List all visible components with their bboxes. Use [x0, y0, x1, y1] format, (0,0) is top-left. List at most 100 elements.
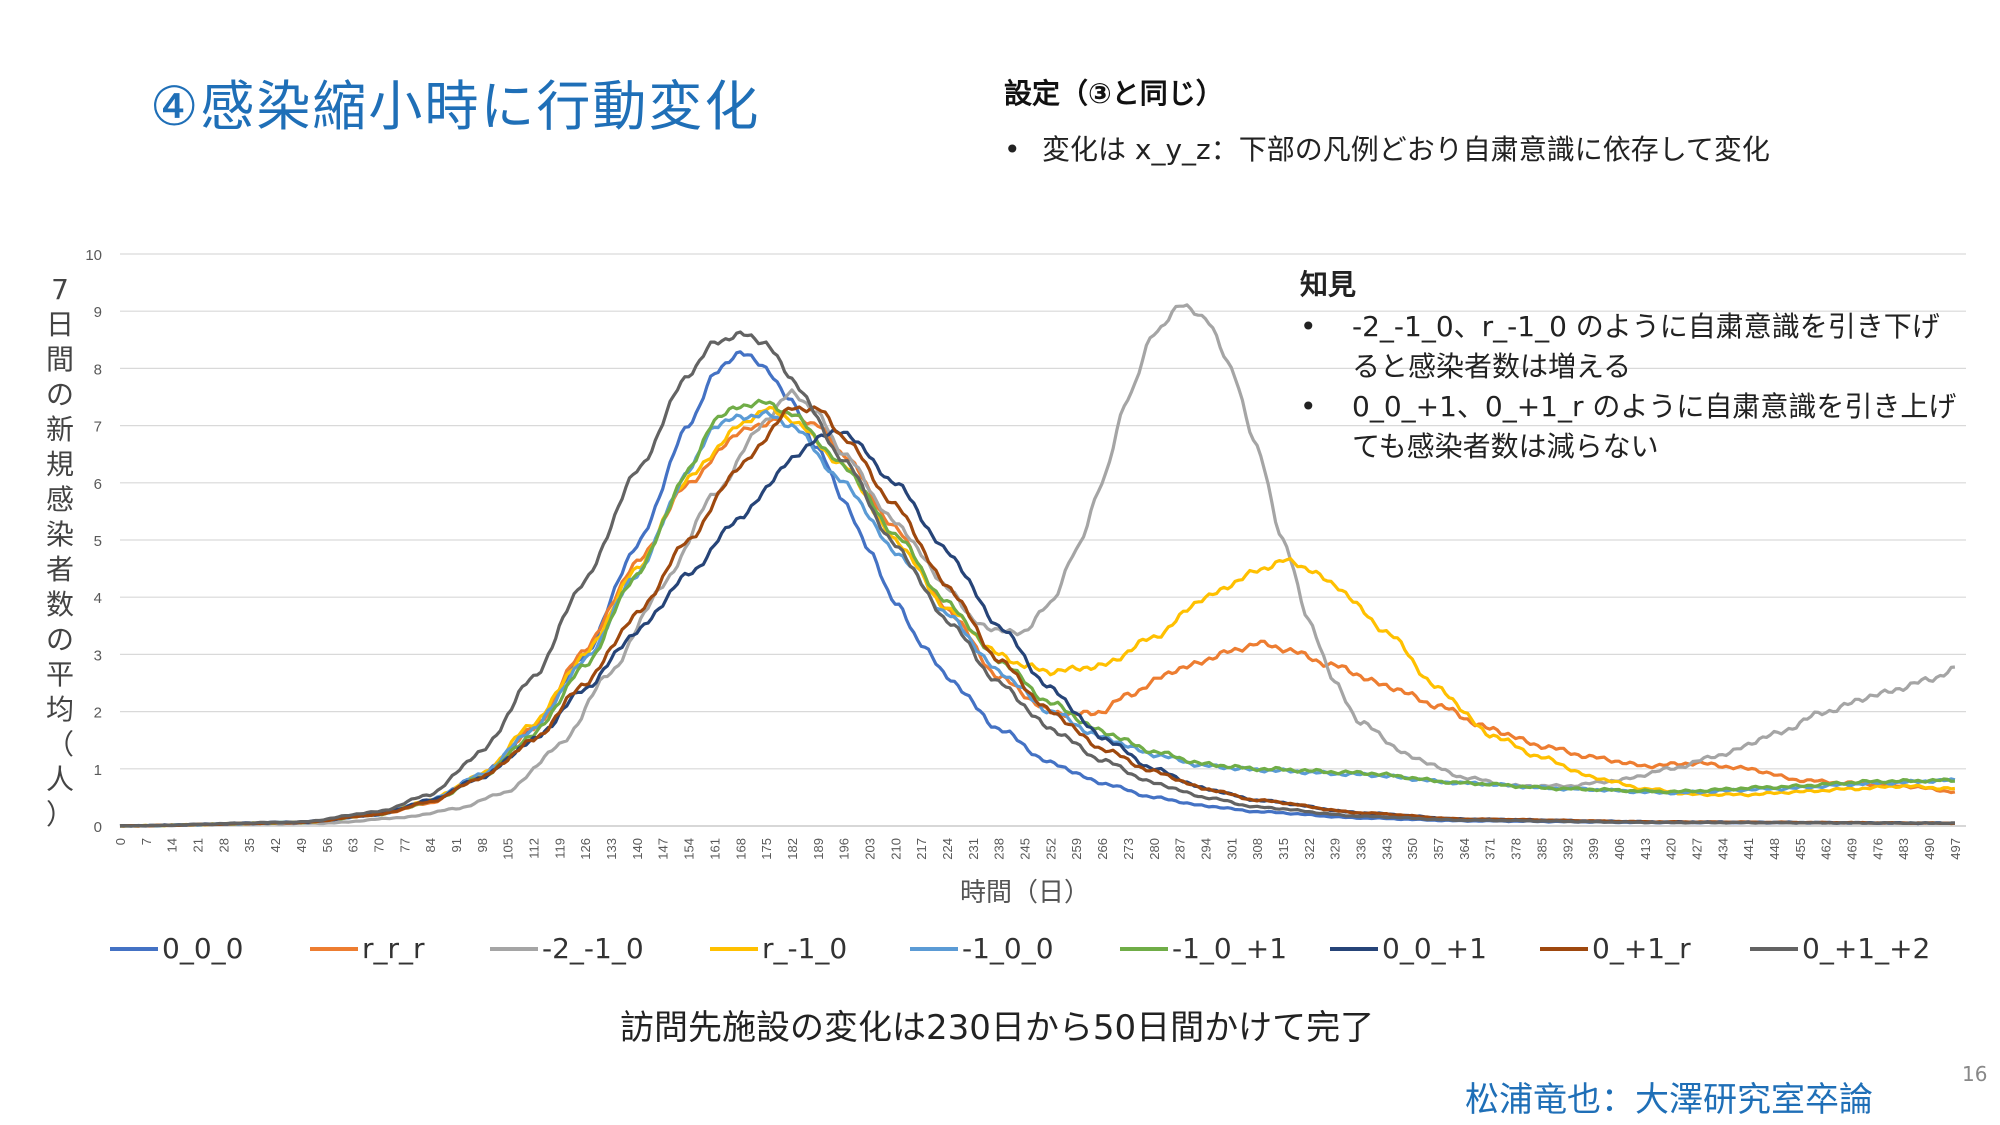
x-tick-label: 252 — [1043, 838, 1058, 860]
x-tick-label: 182 — [785, 838, 800, 860]
y-axis-label-char: の — [45, 378, 74, 411]
legend-swatch — [1540, 946, 1588, 951]
x-tick-label: 91 — [449, 838, 464, 852]
y-tick-label: 9 — [94, 304, 102, 321]
y-axis-label-char: ） — [45, 798, 74, 831]
y-axis-label-char: 均 — [45, 693, 74, 726]
legend-item: 0_0_0 — [110, 932, 310, 965]
x-tick-label: 448 — [1767, 838, 1782, 860]
x-tick-label: 364 — [1457, 838, 1472, 860]
legend-label: r_-1_0 — [762, 932, 848, 965]
finding-item: • 0_0_+1、0_+1_r のように自粛意識を引き上げても感染者数は減らない — [1300, 387, 1962, 467]
x-tick-label: 238 — [992, 838, 1007, 860]
x-tick-label: 462 — [1819, 838, 1834, 860]
series-line--2_-1_0 — [119, 303, 1956, 828]
x-tick-label: 140 — [630, 838, 645, 860]
y-tick-label: 8 — [94, 361, 102, 378]
x-tick-label: 161 — [707, 838, 722, 860]
legend-item: -1_0_+1 — [1120, 932, 1330, 965]
y-axis-label-char: 平 — [45, 658, 74, 691]
x-tick-label: 399 — [1586, 838, 1601, 860]
x-tick-label: 434 — [1715, 838, 1730, 860]
legend-label: -1_0_0 — [962, 932, 1054, 965]
x-tick-label: 392 — [1560, 838, 1575, 860]
x-tick-label: 427 — [1689, 838, 1704, 860]
y-tick-label: 10 — [85, 247, 102, 264]
x-tick-label: 42 — [268, 838, 283, 852]
x-axis-label: 時間（日） — [960, 878, 1091, 908]
legend-swatch — [1330, 946, 1378, 951]
legend-label: -1_0_+1 — [1172, 932, 1288, 965]
y-axis-label-char: 者 — [45, 553, 74, 586]
legend-item: -1_0_0 — [910, 932, 1120, 965]
bullet-icon: • — [1300, 390, 1317, 423]
finding-text: 0_0_+1、0_+1_r のように自粛意識を引き上げても感染者数は減らない — [1352, 390, 1957, 463]
legend-item: -2_-1_0 — [490, 932, 710, 965]
findings-heading: 知見 — [1300, 268, 1357, 301]
y-tick-labels: 0 1 2 3 4 5 6 7 8 9 10 — [85, 247, 102, 836]
series-line-0_+1_+2 — [119, 330, 1955, 828]
legend-swatch — [110, 946, 158, 951]
x-tick-label: 210 — [888, 838, 903, 860]
x-tick-label: 175 — [759, 838, 774, 860]
legend-swatch — [1750, 946, 1798, 951]
x-tick-label: 259 — [1069, 838, 1084, 860]
x-tick-label: 301 — [1224, 838, 1239, 860]
legend-label: 0_0_+1 — [1382, 932, 1487, 965]
x-tick-label: 308 — [1250, 838, 1265, 860]
x-tick-label: 70 — [371, 838, 386, 852]
y-tick-label: 6 — [94, 476, 102, 493]
settings-item-text: 変化は x_y_z：下部の凡例どおり自粛意識に依存して変化 — [1042, 133, 1770, 166]
legend-item: r_r_r — [310, 932, 490, 965]
x-tick-label: 357 — [1431, 838, 1446, 860]
legend-swatch — [910, 946, 958, 951]
x-tick-label: 378 — [1509, 838, 1524, 860]
legend-item: r_-1_0 — [710, 932, 910, 965]
x-tick-label: 329 — [1328, 838, 1343, 860]
y-axis-label-char: 間 — [45, 343, 74, 376]
y-axis-label-char: の — [45, 623, 74, 656]
x-tick-label: 490 — [1922, 838, 1937, 860]
x-tick-label: 63 — [346, 838, 361, 852]
legend-label: 0_+1_+2 — [1802, 932, 1931, 965]
legend-label: -2_-1_0 — [542, 932, 644, 965]
x-tick-label: 126 — [578, 838, 593, 860]
legend-label: 0_0_0 — [162, 932, 244, 965]
x-tick-label: 350 — [1405, 838, 1420, 860]
x-tick-label: 224 — [940, 838, 955, 860]
x-tick-label: 147 — [656, 838, 671, 860]
legend-swatch — [490, 946, 538, 951]
x-tick-label: 483 — [1896, 838, 1911, 860]
legend-label: r_r_r — [362, 932, 425, 965]
legend-swatch — [310, 946, 358, 951]
finding-item: • -2_-1_0、r_-1_0 のように自粛意識を引き下げると感染者数は増える — [1300, 307, 1962, 387]
x-tick-label: 385 — [1534, 838, 1549, 860]
x-tick-label: 420 — [1664, 838, 1679, 860]
y-tick-label: 1 — [94, 762, 102, 779]
x-tick-label: 441 — [1741, 838, 1756, 860]
y-axis-label-char: 感 — [45, 483, 74, 516]
x-tick-label: 119 — [552, 838, 567, 859]
x-tick-label: 336 — [1354, 838, 1369, 860]
y-tick-label: 2 — [94, 705, 102, 722]
y-axis-label: 7 日間の新規感染者数の平均（人） — [34, 272, 86, 832]
x-tick-label: 280 — [1147, 838, 1162, 860]
x-tick-label: 497 — [1948, 838, 1963, 860]
x-tick-label: 14 — [165, 838, 180, 852]
y-tick-label: 5 — [94, 533, 102, 550]
finding-text: -2_-1_0、r_-1_0 のように自粛意識を引き下げると感染者数は増える — [1352, 310, 1940, 383]
x-tick-label: 133 — [604, 838, 619, 860]
x-tick-label: 343 — [1379, 838, 1394, 860]
x-tick-label: 455 — [1793, 838, 1808, 860]
settings-heading: 設定（③と同じ） — [1004, 77, 1224, 110]
chart-legend: 0_0_0 r_r_r -2_-1_0 r_-1_0 -1_0_0 -1_0_+1 0_0_… — [110, 932, 1960, 965]
x-tick-label: 273 — [1121, 838, 1136, 860]
x-tick-label: 77 — [397, 838, 412, 852]
x-tick-label: 28 — [216, 838, 231, 852]
x-tick-label: 0 — [113, 838, 128, 845]
slide-caption: 訪問先施設の変化は230日から50日間かけて完了 — [620, 1008, 1375, 1048]
y-axis-label-char: 新 — [45, 413, 74, 446]
x-tick-label: 7 — [139, 838, 154, 845]
x-tick-label: 21 — [191, 838, 206, 852]
x-tick-label: 112 — [527, 838, 542, 859]
